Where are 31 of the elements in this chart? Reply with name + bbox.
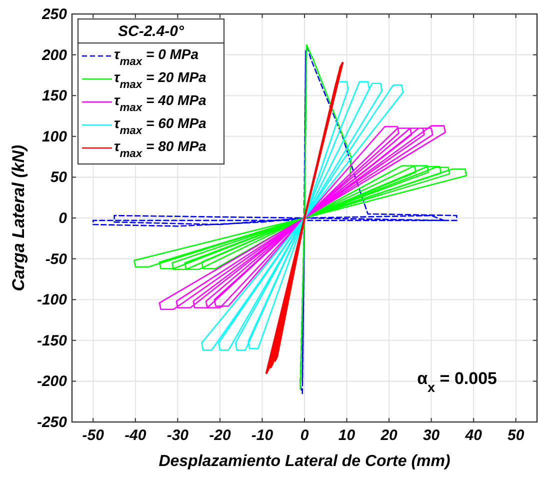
y-tick-label: -50 [45,250,68,268]
y-tick-label: 150 [42,88,68,105]
x-tick-label: -30 [166,427,190,444]
y-tick-label: 200 [40,46,68,64]
legend-label: τ$_{max}$ = 40 MPa [114,92,207,114]
x-tick-label: 30 [422,427,440,444]
x-tick-label: -20 [209,427,232,444]
legend-label: τ$_{max}$ = 0 MPa [114,46,199,68]
legend-label: τ$_{max}$ = 20 MPa [114,69,207,91]
x-tick-label: 20 [380,427,398,444]
legend-title: SC-2.4-0° [118,23,186,40]
y-tick-label: 100 [42,128,68,146]
x-axis-title: Desplazamiento Lateral de Corte (mm) [158,453,450,470]
x-tick-label: 10 [338,427,356,444]
x-tick-label: 0 [300,427,310,444]
x-tick-label: -40 [124,427,147,444]
y-tick-label: -250 [36,414,68,431]
annotation: α$_{x}$ = 0.005 [417,369,497,394]
x-tick-label: 50 [508,427,525,444]
y-tick-label: -150 [36,332,68,350]
y-tick-label: -100 [36,292,68,309]
y-tick-label: -200 [36,373,68,390]
legend-label: τ$_{max}$ = 60 MPa [114,115,207,137]
x-tick-label: -50 [82,427,105,444]
y-tick-label: 50 [50,169,68,186]
x-tick-label: 40 [464,427,483,444]
y-tick-label: 250 [40,6,68,23]
y-tick-label: 0 [58,210,68,227]
legend-label: τ$_{max}$ = 80 MPa [114,138,207,160]
y-axis-title: Carga Lateral (kN) [9,144,28,292]
x-tick-label: -10 [251,427,274,444]
